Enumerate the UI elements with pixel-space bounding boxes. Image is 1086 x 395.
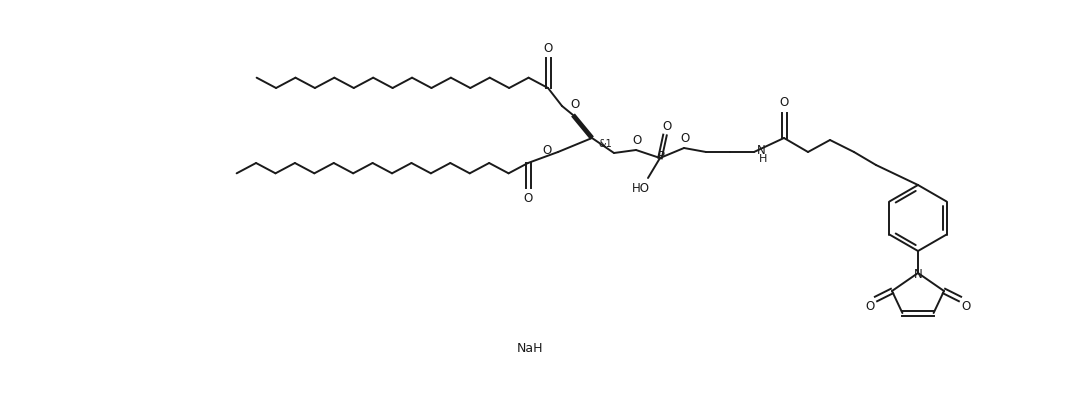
Text: P: P	[657, 150, 665, 164]
Text: NaH: NaH	[517, 342, 543, 354]
Text: O: O	[632, 135, 642, 147]
Text: O: O	[780, 96, 788, 109]
Text: O: O	[543, 143, 552, 156]
Text: N: N	[757, 143, 766, 156]
Text: N: N	[913, 269, 922, 282]
Text: O: O	[662, 120, 671, 132]
Text: O: O	[961, 301, 971, 314]
Text: O: O	[866, 301, 874, 314]
Text: HO: HO	[632, 182, 651, 196]
Text: H: H	[759, 154, 767, 164]
Text: O: O	[523, 192, 532, 205]
Text: O: O	[543, 41, 553, 55]
Text: &1: &1	[598, 139, 611, 149]
Text: O: O	[680, 132, 690, 145]
Text: O: O	[570, 98, 579, 111]
